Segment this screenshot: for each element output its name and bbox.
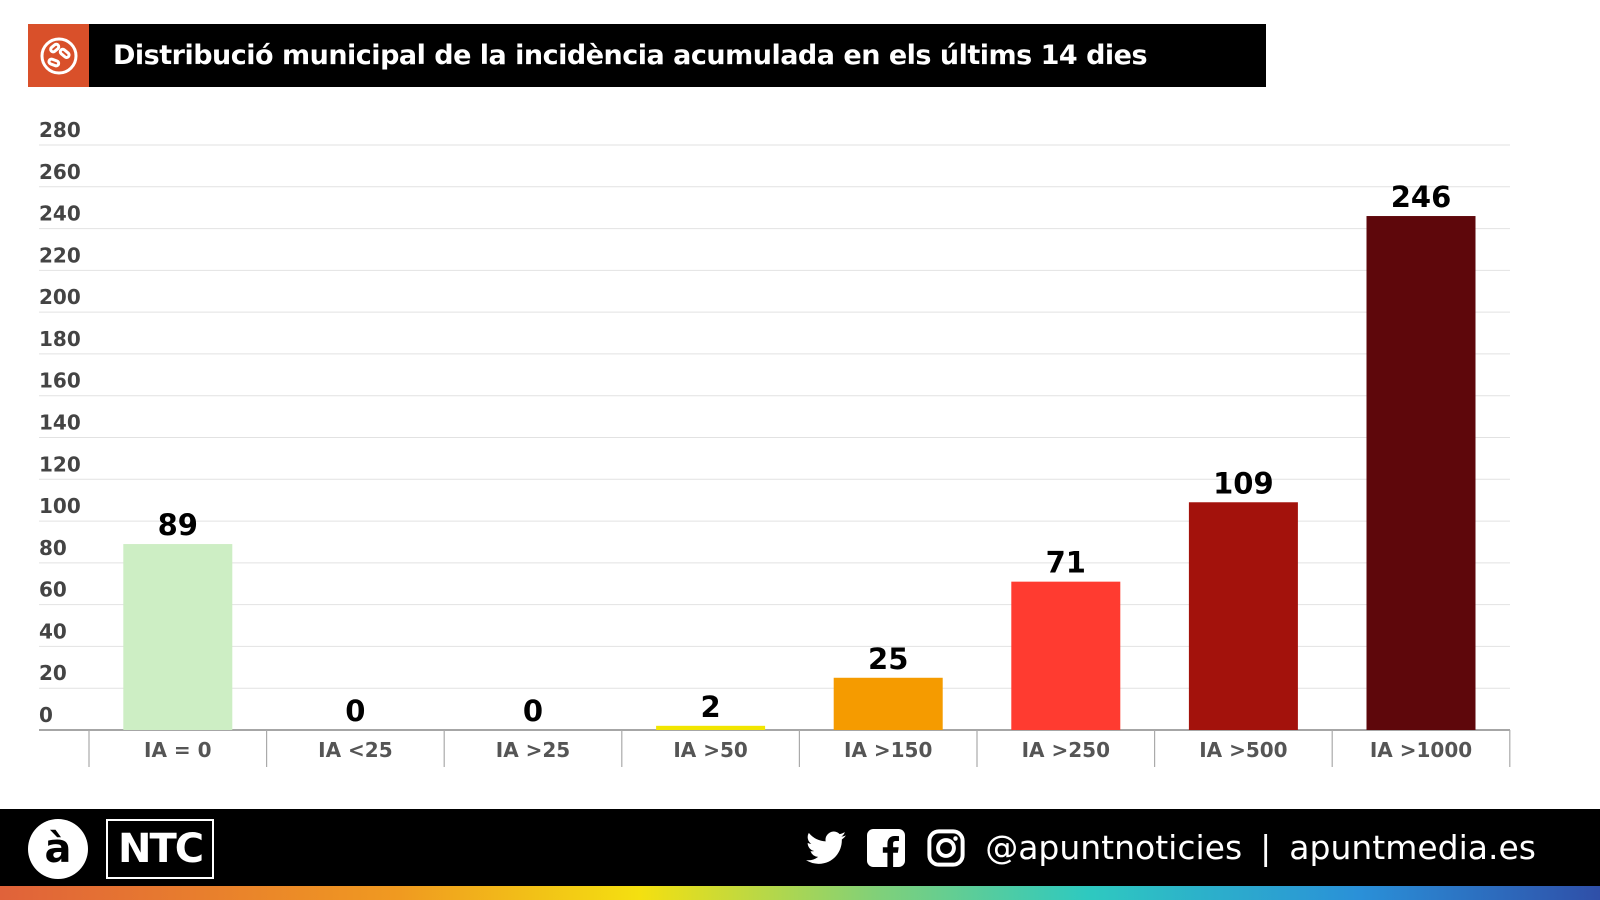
data-label: 89 [158,508,198,542]
bar-chart: 0204060801001201401601802002202402602808… [39,118,1511,767]
data-label: 25 [868,642,908,676]
bar [1188,502,1298,730]
instagram-icon[interactable] [925,827,967,869]
website-link[interactable]: apuntmedia.es [1289,828,1536,867]
y-tick-label: 200 [39,285,81,309]
bar [123,544,233,730]
y-tick-label: 160 [39,369,81,393]
title-bar: Distribució municipal de la incidència a… [28,24,1266,87]
apunt-logo: à [28,819,88,879]
bar [833,677,943,730]
bar [1011,581,1121,730]
data-label: 0 [345,694,365,728]
y-tick-label: 60 [39,578,67,602]
brand: à NTC [28,819,215,879]
y-tick-label: 120 [39,452,81,476]
x-tick-label: IA >250 [1022,738,1110,762]
y-tick-label: 20 [39,661,67,685]
x-tick-label: IA >25 [496,738,570,762]
y-tick-label: 100 [39,494,81,518]
y-tick-label: 40 [39,619,67,643]
twitter-icon[interactable] [805,827,847,869]
y-tick-label: 180 [39,327,81,351]
y-tick-label: 280 [39,118,81,142]
data-label: 71 [1046,546,1086,580]
y-tick-label: 240 [39,202,81,226]
data-label: 0 [523,694,543,728]
x-tick-label: IA <25 [318,738,392,762]
social-links: @apuntnoticies | apuntmedia.es [805,809,1536,886]
y-tick-label: 140 [39,411,81,435]
x-tick-label: IA >1000 [1370,738,1472,762]
data-label: 109 [1213,466,1274,500]
facebook-icon[interactable] [865,827,907,869]
separator: | [1260,828,1272,867]
data-label: 2 [701,690,721,724]
x-tick-label: IA = 0 [144,738,212,762]
bar [1366,216,1476,731]
ntc-logo: NTC [106,819,215,879]
social-handle[interactable]: @apuntnoticies [985,828,1243,867]
bar [656,725,766,730]
y-tick-label: 0 [39,703,53,727]
x-tick-label: IA >150 [844,738,932,762]
x-tick-label: IA >50 [673,738,747,762]
y-tick-label: 260 [39,160,81,184]
rainbow-stripe [0,886,1600,900]
footer: à NTC @apuntnoticies | apuntmedia.es [0,809,1600,886]
x-tick-label: IA >500 [1199,738,1287,762]
y-tick-label: 80 [39,536,67,560]
virus-icon [28,24,89,87]
chart-title: Distribució municipal de la incidència a… [113,40,1148,71]
y-tick-label: 220 [39,243,81,267]
data-label: 246 [1391,180,1452,214]
